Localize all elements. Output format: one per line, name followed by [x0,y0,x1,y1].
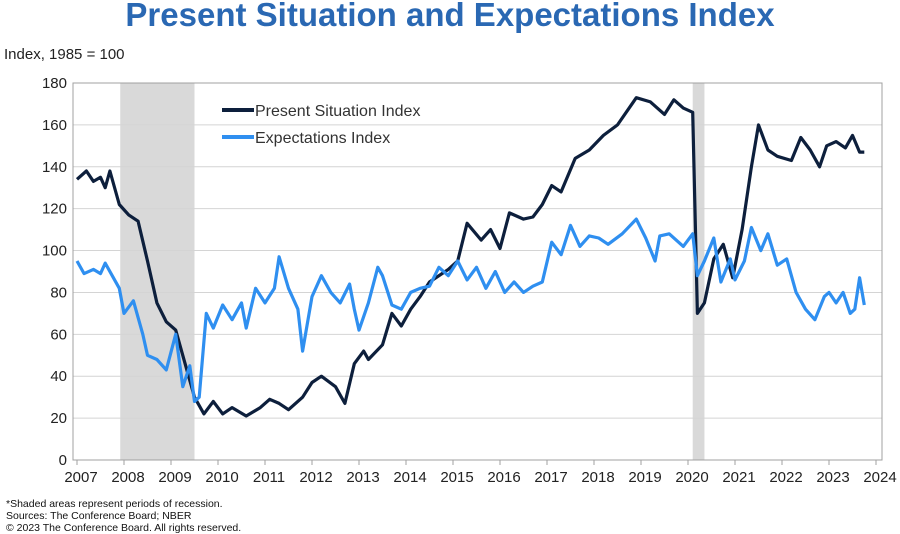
x-tick-label: 2022 [769,469,802,486]
chart-title: Present Situation and Expectations Index [125,0,775,33]
y-tick-label: 40 [50,368,67,385]
y-tick-label: 160 [42,117,67,134]
recession-band [120,83,195,460]
y-tick-label: 100 [42,243,67,260]
series-line-expectations [75,217,866,403]
y-tick-label: 140 [42,159,67,176]
y-axis-label: Index, 1985 = 100 [4,46,125,63]
footnote-copyright: © 2023 The Conference Board. All rights … [6,522,242,534]
x-tick-label: 2007 [64,469,97,486]
legend-label: Present Situation Index [255,103,420,120]
x-tick-label: 2013 [346,469,379,486]
x-tick-label: 2012 [299,469,332,486]
footnotes: *Shaded areas represent periods of reces… [6,498,241,534]
footnote-sources: Sources: The Conference Board; NBER [6,510,192,522]
x-tick-label: 2008 [111,469,144,486]
y-tick-label: 60 [50,326,67,343]
series-line-present-situation [75,96,865,418]
y-tick-label: 20 [50,410,67,427]
x-tick-label: 2009 [158,469,191,486]
x-tick-label: 2010 [205,469,238,486]
x-tick-label: 2015 [440,469,473,486]
y-tick-label: 120 [42,201,67,218]
x-tick-label: 2017 [534,469,567,486]
x-tick-label: 2019 [628,469,661,486]
x-tick-label: 2018 [581,469,614,486]
x-tick-label: 2021 [722,469,755,486]
y-tick-label: 180 [42,75,67,92]
x-tick-label: 2023 [816,469,849,486]
y-tick-label: 0 [59,452,67,469]
plot-frame [72,82,883,461]
x-tick-label: 2020 [675,469,708,486]
footnote-recession: *Shaded areas represent periods of reces… [6,498,223,510]
y-tick-label: 80 [50,284,67,301]
x-tick-label: 2014 [393,469,426,486]
x-tick-label: 2024 [863,469,896,486]
x-tick-label: 2016 [487,469,520,486]
legend-label: Expectations Index [255,130,390,147]
x-tick-label: 2011 [253,469,285,486]
